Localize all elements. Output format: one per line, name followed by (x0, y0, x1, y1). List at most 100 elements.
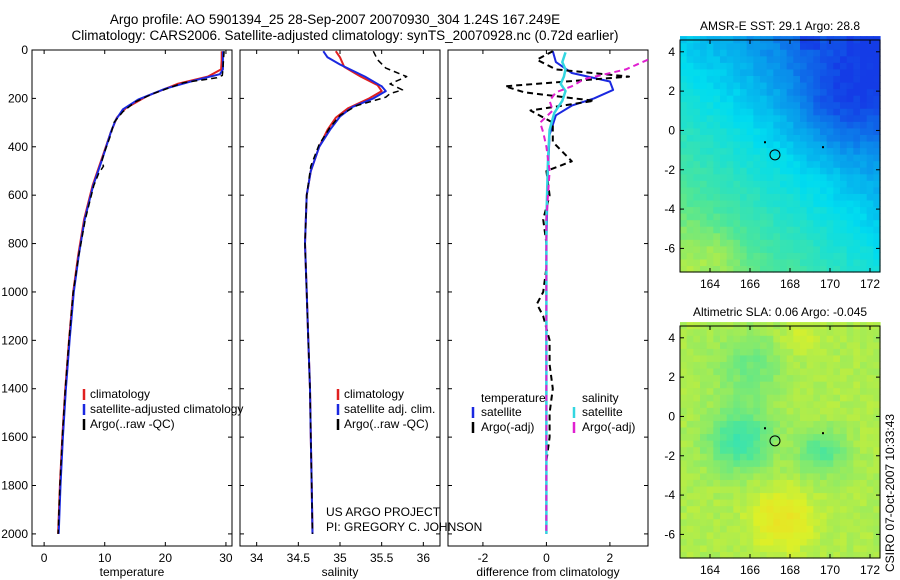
sst_map-cell (766, 121, 774, 129)
sla_map-cell (780, 499, 788, 507)
sla_map-cell (733, 335, 741, 343)
sla_map-cell (806, 433, 814, 441)
sst_map-cell (853, 88, 861, 96)
sst_map-cell (866, 108, 874, 116)
sst_map-cell (846, 199, 854, 208)
sla_map-cell (840, 512, 848, 520)
sst_map-cell (813, 193, 821, 201)
sla_map-cell (800, 420, 808, 428)
sst_map-cell (693, 55, 701, 63)
sst_map-cell (853, 134, 861, 142)
sst_map-cell (760, 226, 768, 234)
sla_map-cell (693, 518, 701, 526)
sla_map-cell (700, 440, 708, 448)
sla_map-cell (833, 525, 841, 533)
sst_map-cell (820, 213, 828, 221)
sla_map-cell (813, 381, 821, 389)
sla_map-cell (833, 446, 841, 454)
sla_map-cell (733, 341, 741, 349)
sla_map-cell (800, 328, 808, 336)
sla_map-cell (846, 335, 854, 343)
sst_map-cell (793, 245, 801, 253)
sst_map-cell (680, 199, 688, 208)
sst_map-cell (746, 68, 754, 76)
sla_map-cell (773, 394, 781, 402)
sla_map-cell (873, 328, 881, 336)
sst_map-cell (800, 239, 808, 247)
sla_map-cell (726, 348, 734, 356)
salinity-legend-label: Argo(..raw -QC) (344, 417, 429, 431)
sst_map-ytick-label: 2 (668, 84, 675, 98)
sst_map-cell (706, 127, 714, 135)
sla_map-cell (826, 328, 834, 336)
sst_map-cell (760, 167, 768, 175)
depth-tick-label: 0 (21, 43, 28, 57)
sla_map-cell (820, 400, 828, 408)
sla_map-cell (753, 512, 761, 520)
sst_map-cell (773, 154, 781, 162)
sst_map-cell (693, 199, 701, 208)
sla_map-cell (853, 512, 861, 520)
sst_map-cell (866, 173, 874, 181)
sla_map-cell (726, 335, 734, 343)
sst_map-frame (679, 39, 881, 273)
sla_map-cell (846, 420, 854, 428)
sst_map-cell (773, 134, 781, 142)
sst_map-cell (813, 245, 821, 253)
sla_map-cell (740, 525, 748, 533)
sla_map-cell (760, 518, 768, 526)
sla_map-cell (806, 354, 814, 362)
sla_map-cell (700, 479, 708, 487)
sla_map-cell (733, 531, 741, 539)
sst_map-cell (813, 258, 821, 267)
sst_map-cell (833, 213, 841, 221)
sla_map-cell (740, 499, 748, 507)
sla_map-cell (686, 531, 694, 539)
sla_map-cell (733, 518, 741, 526)
sla_map-cell (700, 492, 708, 500)
credit-line-1: US ARGO PROJECT (326, 505, 441, 519)
sst_map-cell (693, 114, 701, 122)
sst_map-cell (806, 55, 814, 63)
sst_map-cell (793, 213, 801, 221)
sst_map-cell (813, 108, 821, 116)
sst_map-cell (746, 258, 754, 267)
sla_map-cell (746, 492, 754, 500)
sst_map-cell (740, 62, 748, 70)
sst_map-cell (720, 186, 728, 194)
sla_map-cell (713, 485, 721, 494)
sst_map-cell (766, 252, 774, 260)
sst_map-cell (793, 258, 801, 267)
sla_map-cell (833, 472, 841, 480)
sst_map-cell (866, 154, 874, 162)
sla_map-cell (773, 400, 781, 408)
sla_map-cell (693, 446, 701, 454)
sla_map-cell (780, 459, 788, 467)
sst_map-cell (733, 101, 741, 109)
sst_map-cell (706, 232, 714, 240)
sla_map-cell (786, 440, 794, 448)
sla_map-cell (780, 531, 788, 539)
sla_map-cell (720, 544, 728, 553)
sla_map-cell (713, 394, 721, 402)
sla_map-cell (820, 505, 828, 513)
sla_map-cell (806, 544, 814, 553)
sla_map-cell (866, 518, 874, 526)
sla_map-cell (800, 459, 808, 467)
sst_map-cell (860, 127, 868, 135)
sst_map-cell (860, 252, 868, 260)
sst_map-xtick-label: 168 (780, 277, 800, 291)
sst_map-cell (813, 114, 821, 122)
sst_map-cell (786, 180, 794, 188)
temperature-series-group (57, 51, 225, 534)
sla_map-cell (840, 381, 848, 389)
sst_map-cell (720, 213, 728, 221)
sst_map-cell (726, 114, 734, 122)
sla_map-cell (853, 499, 861, 507)
sst_map-cell (813, 75, 821, 83)
sst_map-cell (693, 245, 701, 253)
sst_map-cell (720, 219, 728, 227)
sla_map-cell (813, 328, 821, 336)
sla_map-cell (760, 407, 768, 415)
sst_map-cell (766, 49, 774, 57)
